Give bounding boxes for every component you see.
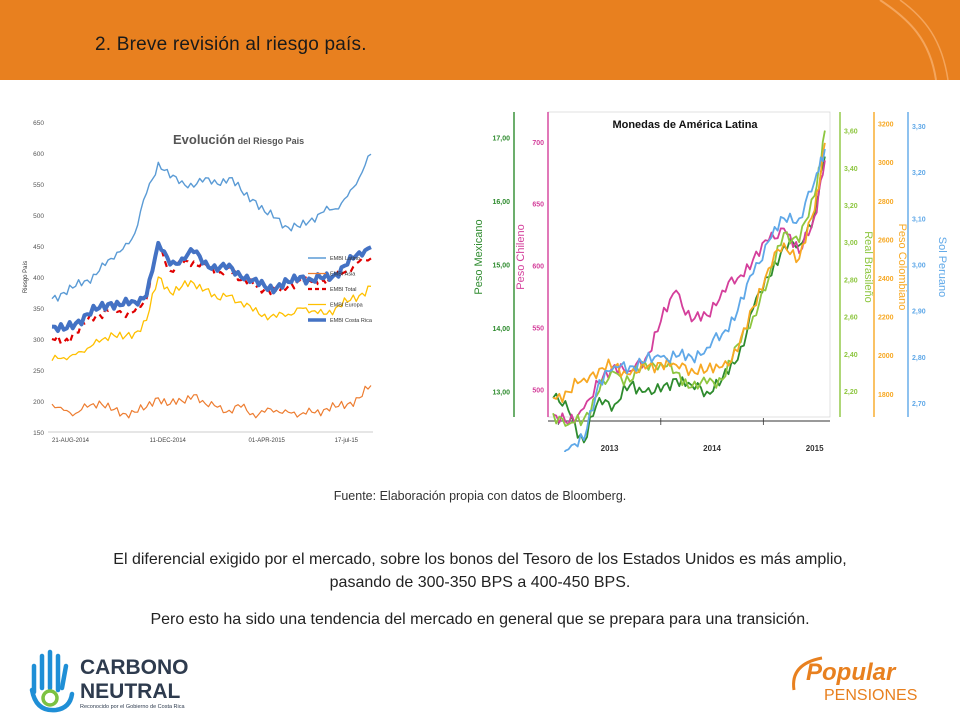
chart1-ytick-500: 500 [33, 213, 44, 220]
chart2-axis-tick-peso-mexicano-16-00: 16,00 [492, 199, 510, 206]
chart2-axis-tick-real-brasileno-3-20: 3,20 [844, 203, 858, 210]
monedas-chart: 2013 2014 2015 13,00 14,00 15,00 16,00 17,00 Pes… [468, 102, 958, 464]
chart1-ytick-550: 550 [33, 182, 44, 189]
hand-leaf-icon: CARBONO NEUTRAL Reconocido por el Gobier… [29, 649, 189, 713]
chart2-axis-tick-peso-mexicano-17-00: 17,00 [492, 135, 510, 142]
chart2-axis-tick-peso-chileno-550: 550 [532, 326, 544, 333]
chart2-axis-tick-peso-colombiano-3200: 3200 [878, 122, 894, 129]
chart2-axis-tick-sol-peruano-3-30: 3,30 [912, 124, 926, 131]
paragraph-trend: Pero esto ha sido una tendencia del merc… [150, 611, 810, 628]
chart1-xtick-11-dec-2014: 11-DEC-2014 [150, 438, 187, 444]
chart1-series-embi-asia [51, 385, 372, 419]
paragraph-spread: El diferencial exigido por el mercado, s… [113, 551, 847, 591]
chart1-series-embi-costa-rica [51, 240, 372, 333]
chart2-axis-tick-peso-colombiano-2800: 2800 [878, 199, 894, 206]
chart2-axis-tick-sol-peruano-3-10: 3,10 [912, 216, 926, 223]
chart1-ytick-300: 300 [33, 337, 44, 344]
chart2-series-sol-peruano [552, 148, 826, 464]
popular-swoosh-icon: Popular PENSIONES [792, 656, 917, 704]
chart2-axis-tick-peso-chileno-650: 650 [532, 202, 544, 209]
chart2-background [468, 102, 958, 452]
chart2-axis-tick-real-brasileno-3-40: 3,40 [844, 166, 858, 173]
chart2-axis-tick-real-brasileno-3-00: 3,00 [844, 240, 858, 247]
chart1-ytick-350: 350 [33, 306, 44, 313]
chart2-axis-tick-peso-chileno-700: 700 [532, 140, 544, 147]
chart1-legend-label-embi-europa: EMBI Europa [330, 303, 364, 309]
chart2-axis-tick-real-brasileno-2-60: 2,60 [844, 315, 858, 322]
chart1-ytick-450: 450 [33, 244, 44, 251]
chart1-ytick-400: 400 [33, 275, 44, 282]
chart2-xtick-2015: 2015 [806, 444, 824, 452]
chart2-axis-label-peso-mexicano: Peso Mexicano [473, 219, 485, 294]
riesgo-pais-chart-svg: 150 200 250 300 350 400 450 500 550 600 650 21-AUG-… [18, 112, 378, 457]
chart2-axis-label-sol-peruano: Sol Peruano [936, 237, 948, 298]
chart1-xtick-17-jul-15: 17-jul-15 [335, 438, 359, 444]
chart2-axis-tick-peso-mexicano-13-00: 13,00 [492, 390, 510, 397]
chart2-axis-tick-real-brasileno-2-20: 2,20 [844, 389, 858, 396]
chart2-axis-tick-real-brasileno-2-80: 2,80 [844, 277, 858, 284]
chart1-ytick-250: 250 [33, 368, 44, 375]
chart2-axis-tick-sol-peruano-2-80: 2,80 [912, 355, 926, 362]
logo-popular-text: Popular [806, 659, 897, 686]
chart1-ytick-150: 150 [33, 430, 44, 437]
chart2-title: Monedas de América Latina [612, 119, 758, 131]
chart2-xtick-2014: 2014 [703, 444, 721, 452]
chart1-series-embi-latino [51, 153, 372, 302]
chart2-xtick-2013: 2013 [601, 444, 619, 452]
carbono-neutral-logo: CARBONO NEUTRAL Reconocido por el Gobier… [22, 640, 212, 715]
chart1-legend-label-embi-asia: EMBI Asia [330, 272, 356, 278]
chart2-axis-label-real-brasileno: Real Brasileño [862, 231, 874, 303]
chart1-ytick-650: 650 [33, 120, 44, 127]
chart2-axis-tick-peso-mexicano-15-00: 15,00 [492, 263, 510, 270]
chart2-axis-tick-real-brasileno-2-40: 2,40 [844, 352, 858, 359]
chart2-axis-tick-peso-colombiano-1800: 1800 [878, 392, 894, 399]
logo-caption-text: Reconocido por el Gobierno de Costa Rica [80, 704, 186, 710]
chart1-legend-label-embi-latino: EMBI Latino [330, 256, 360, 262]
logo-neutral-text: NEUTRAL [80, 680, 180, 703]
logo-carbono-text: CARBONO [80, 656, 189, 679]
source-note: Fuente: Elaboración propia con datos de … [333, 489, 627, 503]
header-banner [0, 0, 960, 80]
chart2-axis-tick-peso-colombiano-2000: 2000 [878, 353, 894, 360]
chart2-axis-tick-peso-mexicano-14-00: 14,00 [492, 326, 510, 333]
chart1-legend-label-embi-total: EMBI Total [330, 287, 357, 293]
chart2-axis-tick-peso-colombiano-2400: 2400 [878, 276, 894, 283]
chart2-axis-label-peso-colombiano: Peso Colombiano [896, 224, 908, 311]
logo-pensiones-text: PENSIONES [824, 687, 917, 704]
slide-title: 2. Breve revisión al riesgo país. [95, 34, 367, 55]
chart2-series-real-brasileno [552, 130, 826, 427]
chart2-axis-tick-peso-colombiano-2200: 2200 [878, 315, 894, 322]
chart2-axis-tick-peso-colombiano-3000: 3000 [878, 160, 894, 167]
chart2-axis-tick-sol-peruano-2-90: 2,90 [912, 309, 926, 316]
chart1-ytick-200: 200 [33, 399, 44, 406]
chart1-background [18, 112, 378, 457]
chart1-legend-label-embi-costa-rica: EMBI Costa Rica [330, 318, 373, 324]
chart2-axis-tick-peso-chileno-500: 500 [532, 388, 544, 395]
riesgo-pais-chart: 150 200 250 300 350 400 450 500 550 600 650 21-AUG-… [18, 112, 378, 457]
chart2-axis-tick-sol-peruano-3-20: 3,20 [912, 170, 926, 177]
chart1-series-embi-europa [51, 276, 372, 362]
chart2-series-peso-colombiano [552, 142, 826, 404]
chart2-axis-tick-sol-peruano-2-70: 2,70 [912, 401, 926, 408]
chart1-ylabel: Riesgo País [23, 261, 29, 293]
monedas-chart-svg: 2013 2014 2015 13,00 14,00 15,00 16,00 17,00 Pes… [468, 102, 958, 464]
chart2-axis-tick-peso-colombiano-2600: 2600 [878, 237, 894, 244]
chart2-axis-tick-real-brasileno-3-60: 3,60 [844, 129, 858, 136]
chart1-xtick-21-aug-2014: 21-AUG-2014 [52, 438, 90, 444]
chart2-axis-label-peso-chileno: Peso Chileno [515, 224, 527, 289]
chart2-axis-tick-peso-chileno-600: 600 [532, 264, 544, 271]
chart2-axis-tick-sol-peruano-3-00: 3,00 [912, 263, 926, 270]
chart1-title: Evolución del Riesgo Pais [173, 132, 304, 147]
chart1-xtick-01-apr-2015: 01-APR-2015 [249, 438, 286, 444]
chart1-ytick-600: 600 [33, 151, 44, 158]
banner-curve-decoration [879, 0, 949, 80]
popular-pensiones-logo: Popular PENSIONES [788, 650, 948, 710]
